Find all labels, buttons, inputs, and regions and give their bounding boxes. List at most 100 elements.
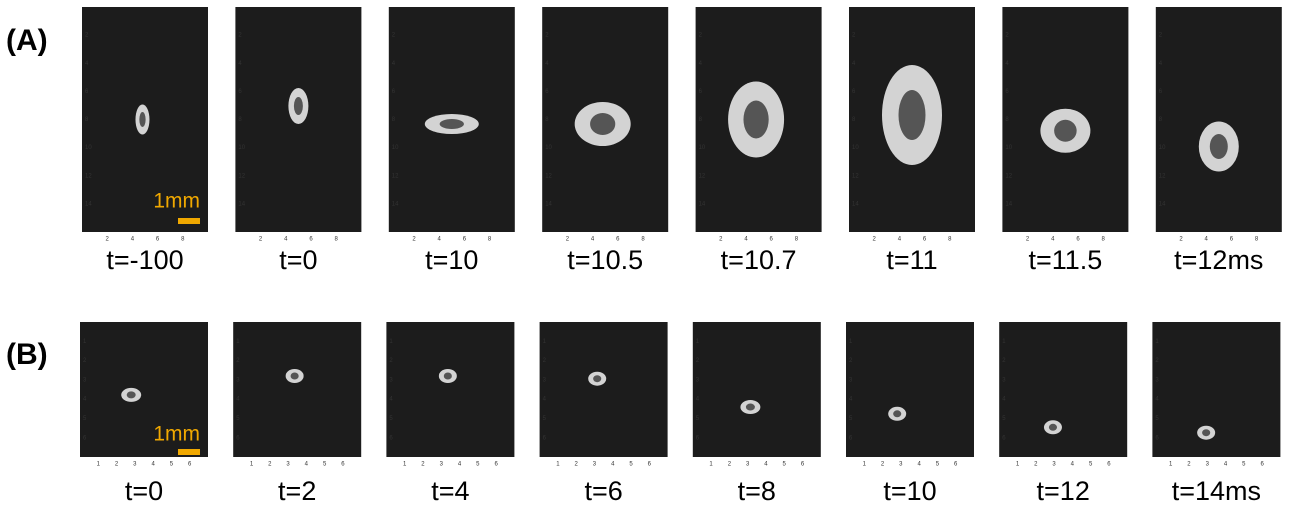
droplet-core [1210,134,1228,159]
frame-image [999,322,1127,457]
x-tick-label: 3 [899,462,903,468]
frame: 123456123456t=2 [233,322,361,506]
droplet-core [1202,429,1210,436]
frame: 24681012142468t=11.5 [1002,7,1128,275]
x-tick-label: 6 [188,462,192,468]
x-tick-label: 2 [873,237,877,243]
x-tick-label: 5 [1089,462,1093,468]
droplet-core [139,112,145,127]
scale-bar-label: 1mm [153,190,200,213]
frame-image [233,322,361,457]
y-tick-label: 12 [1005,173,1012,179]
frame-image [693,322,821,457]
x-tick-label: 2 [728,462,732,468]
x-tick-label: 6 [770,237,774,243]
x-tick-label: 8 [795,237,799,243]
frame: 24681012142468t=10.7 [696,7,822,275]
x-tick-label: 4 [917,462,921,468]
x-tick-label: 6 [1076,237,1080,243]
frame-image [1156,7,1282,232]
x-tick-label: 2 [881,462,885,468]
x-tick-label: 8 [948,237,952,243]
y-tick-label: 10 [238,145,245,151]
y-tick-label: 10 [1005,145,1012,151]
x-tick-label: 4 [591,237,595,243]
x-tick-label: 4 [1071,462,1075,468]
x-tick-label: 6 [309,237,313,243]
x-tick-label: 6 [156,237,160,243]
x-tick-label: 5 [1242,462,1246,468]
x-tick-label: 6 [954,462,958,468]
x-tick-label: 3 [1206,462,1210,468]
x-tick-label: 2 [421,462,425,468]
x-tick-label: 6 [648,462,652,468]
x-tick-label: 4 [611,462,615,468]
x-tick-label: 4 [305,462,309,468]
frame: 123456123456t=14ms [1152,322,1280,506]
droplet-core [127,391,136,398]
droplet-core [593,375,601,382]
y-tick-label: 14 [545,201,552,207]
droplet-core [1049,424,1057,431]
x-tick-label: 6 [923,237,927,243]
x-tick-label: 4 [764,462,768,468]
time-label: t=10 [883,476,936,506]
time-label: t=10.7 [721,245,797,275]
droplet-core [743,101,768,139]
y-tick-label: 12 [545,173,552,179]
y-tick-label: 10 [392,145,399,151]
x-tick-label: 2 [259,237,263,243]
x-tick-label: 4 [1205,237,1209,243]
frame: 24681012142468t=11 [849,7,975,275]
x-tick-label: 8 [335,237,339,243]
y-tick-label: 14 [852,201,859,207]
x-tick-label: 2 [115,462,119,468]
panel-label: (A) [6,24,48,57]
x-tick-label: 6 [341,462,345,468]
x-tick-label: 4 [744,237,748,243]
x-tick-label: 3 [1052,462,1056,468]
x-tick-label: 6 [616,237,620,243]
panel-label: (B) [6,338,48,371]
x-tick-label: 8 [488,237,492,243]
x-tick-label: 5 [629,462,633,468]
x-tick-label: 8 [1255,237,1259,243]
scale-bar [178,218,200,224]
time-label: t=11.5 [1028,245,1102,275]
y-tick-label: 10 [85,145,92,151]
frame-image [846,322,974,457]
time-label: t=12 [1037,476,1090,506]
x-tick-label: 4 [1051,237,1055,243]
x-tick-label: 1 [97,462,101,468]
droplet-core [746,404,755,411]
x-tick-label: 2 [412,237,416,243]
x-tick-label: 1 [403,462,407,468]
y-tick-label: 10 [699,145,706,151]
y-tick-label: 14 [1005,201,1012,207]
y-tick-label: 10 [545,145,552,151]
x-tick-label: 2 [1179,237,1183,243]
x-tick-label: 6 [1260,462,1264,468]
x-tick-label: 6 [494,462,498,468]
y-tick-label: 12 [392,173,399,179]
y-tick-label: 12 [1159,173,1166,179]
x-tick-label: 4 [131,237,135,243]
frame: 123456123456t=4 [386,322,514,506]
x-tick-label: 2 [1187,462,1191,468]
droplet-core [899,90,926,140]
y-tick-label: 14 [392,201,399,207]
x-tick-label: 2 [1034,462,1038,468]
x-tick-label: 2 [1026,237,1030,243]
scale-bar [178,449,200,455]
x-tick-label: 6 [1107,462,1111,468]
y-tick-label: 12 [699,173,706,179]
y-tick-label: 12 [238,173,245,179]
x-tick-label: 3 [593,462,597,468]
x-tick-label: 3 [133,462,137,468]
x-tick-label: 6 [801,462,805,468]
